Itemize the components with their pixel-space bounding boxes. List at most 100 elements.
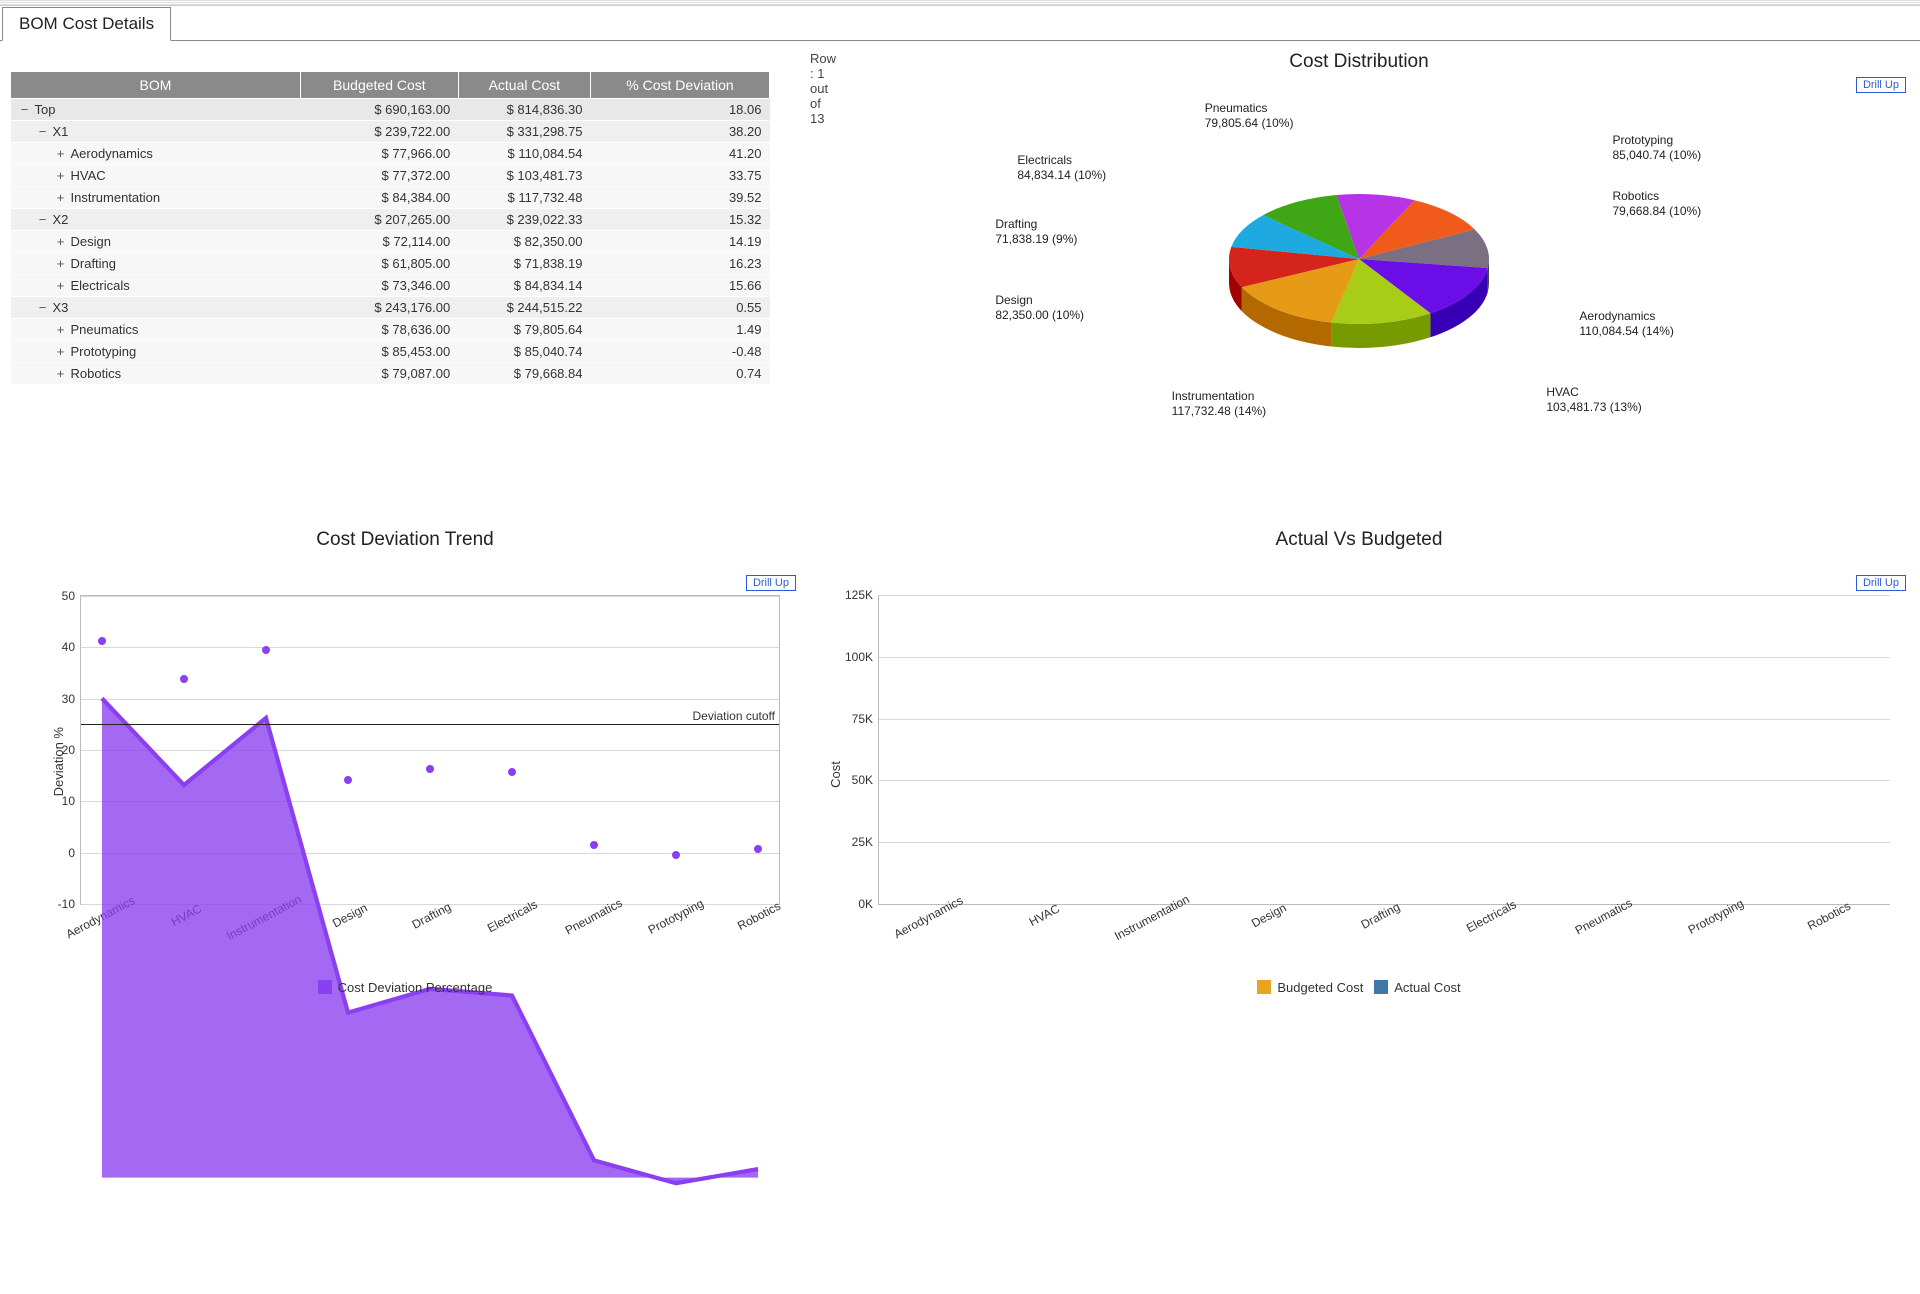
- bom-name: X3: [53, 300, 69, 315]
- bom-col-header[interactable]: Actual Cost: [458, 72, 590, 99]
- pie-label-value: 79,805.64 (10%): [1205, 116, 1294, 130]
- cost-distribution-panel: Cost Distribution Drill Up Pneumatics79,…: [808, 51, 1910, 521]
- table-row[interactable]: +Design$ 72,114.00$ 82,350.0014.19: [11, 231, 770, 253]
- table-row[interactable]: −Top$ 690,163.00$ 814,836.3018.06: [11, 99, 770, 121]
- bom-cell: $ 239,722.00: [301, 121, 459, 143]
- tree-toggle-icon[interactable]: +: [55, 278, 67, 293]
- bars-x-tick: Design: [1249, 901, 1289, 931]
- cost-deviation-trend-panel: Cost Deviation Trend Drill Up Deviation …: [10, 529, 800, 1067]
- bars-y-tick: 0K: [858, 897, 873, 911]
- bars-x-tick: HVAC: [1027, 901, 1062, 929]
- bars-y-axis-title: Cost: [828, 761, 843, 788]
- table-row[interactable]: +Robotics$ 79,087.00$ 79,668.840.74: [11, 363, 770, 385]
- bom-cell: 16.23: [590, 253, 769, 275]
- trend-y-tick: 50: [62, 589, 75, 603]
- bom-col-header[interactable]: % Cost Deviation: [590, 72, 769, 99]
- pie-label-value: 82,350.00 (10%): [995, 308, 1084, 322]
- bom-cell: 14.19: [590, 231, 769, 253]
- table-row[interactable]: +Pneumatics$ 78,636.00$ 79,805.641.49: [11, 319, 770, 341]
- legend-swatch: [318, 980, 332, 994]
- pie-label-value: 84,834.14 (10%): [1017, 168, 1106, 182]
- trend-y-tick: 40: [62, 640, 75, 654]
- trend-y-tick: 30: [62, 692, 75, 706]
- pie-label: Robotics79,668.84 (10%): [1612, 189, 1701, 219]
- bom-table-panel: Row : 1 out of 13 BOMBudgeted CostActual…: [10, 51, 800, 521]
- bom-cell: $ 79,805.64: [458, 319, 590, 341]
- bom-cell: 41.20: [590, 143, 769, 165]
- dashboard-content: Row : 1 out of 13 BOMBudgeted CostActual…: [0, 41, 1920, 1077]
- table-row[interactable]: +Instrumentation$ 84,384.00$ 117,732.483…: [11, 187, 770, 209]
- trend-plot: Deviation % -1001020304050AerodynamicsHV…: [10, 555, 800, 995]
- tree-toggle-icon[interactable]: +: [55, 322, 67, 337]
- tree-toggle-icon[interactable]: +: [55, 190, 67, 205]
- bom-cell: 15.66: [590, 275, 769, 297]
- trend-point[interactable]: [180, 675, 188, 683]
- actual-vs-budgeted-panel: Actual Vs Budgeted Drill Up Cost 0K25K50…: [808, 529, 1910, 1067]
- bom-cell: 39.52: [590, 187, 769, 209]
- trend-point[interactable]: [262, 646, 270, 654]
- bars-y-tick: 125K: [845, 588, 873, 602]
- trend-point[interactable]: [508, 768, 516, 776]
- bom-cell: $ 690,163.00: [301, 99, 459, 121]
- bom-name: Top: [35, 102, 56, 117]
- bom-name: X1: [53, 124, 69, 139]
- pie-label: Aerodynamics110,084.54 (14%): [1579, 309, 1674, 339]
- bom-cell: 18.06: [590, 99, 769, 121]
- bom-cell: $ 72,114.00: [301, 231, 459, 253]
- trend-point[interactable]: [672, 851, 680, 859]
- tab-bom-cost-details[interactable]: BOM Cost Details: [2, 7, 171, 41]
- bom-col-header[interactable]: Budgeted Cost: [301, 72, 459, 99]
- table-row[interactable]: −X3$ 243,176.00$ 244,515.220.55: [11, 297, 770, 319]
- table-row[interactable]: −X2$ 207,265.00$ 239,022.3315.32: [11, 209, 770, 231]
- tree-toggle-icon[interactable]: −: [37, 300, 49, 315]
- trend-point[interactable]: [426, 765, 434, 773]
- bom-table: BOMBudgeted CostActual Cost% Cost Deviat…: [10, 71, 770, 385]
- trend-point[interactable]: [754, 845, 762, 853]
- bars-x-tick: Robotics: [1805, 899, 1853, 933]
- pie-label: Design82,350.00 (10%): [995, 293, 1084, 323]
- pie-label-name: Robotics: [1612, 189, 1659, 203]
- bars-plot: Cost 0K25K50K75K100K125KAerodynamicsHVAC…: [808, 555, 1910, 995]
- table-row[interactable]: +Drafting$ 61,805.00$ 71,838.1916.23: [11, 253, 770, 275]
- pie-label-value: 103,481.73 (13%): [1546, 400, 1641, 414]
- pie-label: Instrumentation117,732.48 (14%): [1172, 389, 1267, 419]
- tree-toggle-icon[interactable]: +: [55, 256, 67, 271]
- tree-toggle-icon[interactable]: +: [55, 234, 67, 249]
- bom-cell: $ 117,732.48: [458, 187, 590, 209]
- pie-label-value: 85,040.74 (10%): [1612, 148, 1701, 162]
- table-row[interactable]: +Prototyping$ 85,453.00$ 85,040.74-0.48: [11, 341, 770, 363]
- tree-toggle-icon[interactable]: −: [37, 124, 49, 139]
- bom-cell: $ 79,087.00: [301, 363, 459, 385]
- table-row[interactable]: +HVAC$ 77,372.00$ 103,481.7333.75: [11, 165, 770, 187]
- pie-label-value: 110,084.54 (14%): [1579, 324, 1674, 338]
- table-row[interactable]: +Aerodynamics$ 77,966.00$ 110,084.5441.2…: [11, 143, 770, 165]
- bom-name: Electricals: [71, 278, 130, 293]
- table-row[interactable]: −X1$ 239,722.00$ 331,298.7538.20: [11, 121, 770, 143]
- tree-toggle-icon[interactable]: −: [19, 102, 31, 117]
- bom-cell: $ 84,834.14: [458, 275, 590, 297]
- trend-y-tick: 10: [62, 794, 75, 808]
- bars-y-tick: 50K: [852, 773, 873, 787]
- table-row[interactable]: +Electricals$ 73,346.00$ 84,834.1415.66: [11, 275, 770, 297]
- trend-point[interactable]: [590, 841, 598, 849]
- bars-x-tick: Aerodynamics: [891, 893, 965, 941]
- trend-point[interactable]: [344, 776, 352, 784]
- trend-title: Cost Deviation Trend: [10, 529, 800, 551]
- tree-toggle-icon[interactable]: +: [55, 366, 67, 381]
- tree-toggle-icon[interactable]: +: [55, 146, 67, 161]
- bom-cell: $ 244,515.22: [458, 297, 590, 319]
- pie-label-name: HVAC: [1546, 385, 1578, 399]
- tree-toggle-icon[interactable]: +: [55, 168, 67, 183]
- tree-toggle-icon[interactable]: −: [37, 212, 49, 227]
- bom-cell: 33.75: [590, 165, 769, 187]
- bom-col-header[interactable]: BOM: [11, 72, 301, 99]
- pie-label-value: 79,668.84 (10%): [1612, 204, 1701, 218]
- pie-label: Pneumatics79,805.64 (10%): [1205, 101, 1294, 131]
- bom-cell: 0.74: [590, 363, 769, 385]
- pie-label-name: Electricals: [1017, 153, 1072, 167]
- bom-cell: 15.32: [590, 209, 769, 231]
- legend-swatch: [1374, 980, 1388, 994]
- tree-toggle-icon[interactable]: +: [55, 344, 67, 359]
- bom-cell: $ 61,805.00: [301, 253, 459, 275]
- trend-point[interactable]: [98, 637, 106, 645]
